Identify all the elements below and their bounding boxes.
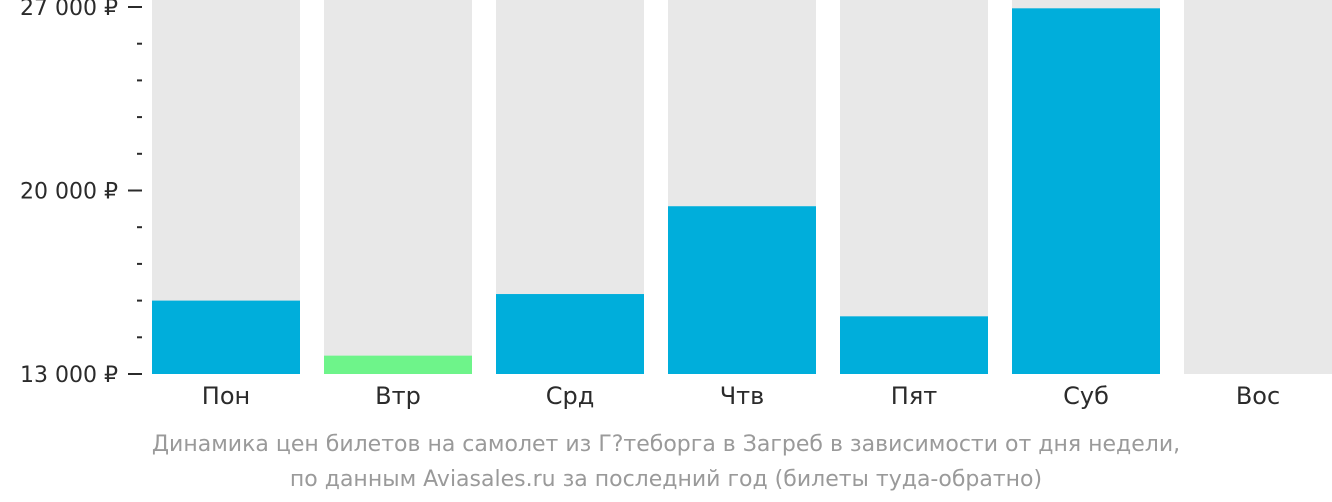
x-tick-label: Срд <box>546 382 595 410</box>
bar-0 <box>152 300 300 374</box>
x-tick-label: Втр <box>375 382 421 410</box>
x-tick-label: Суб <box>1063 382 1109 410</box>
x-tick-label: Пон <box>202 382 250 410</box>
background-column-4 <box>840 0 988 374</box>
background-column-6 <box>1184 0 1332 374</box>
bar-2 <box>496 294 644 374</box>
y-axis: 27 000 ₽ 20 000 ₽ 13 000 ₽ <box>20 0 142 388</box>
x-axis: Пон Втр Срд Чтв Пят Суб Вос <box>202 382 1280 410</box>
chart-caption-line-1: Динамика цен билетов на самолет из Г?теб… <box>151 432 1181 457</box>
y-tick-label: 20 000 ₽ <box>20 180 118 205</box>
bar-4 <box>840 316 988 374</box>
x-tick-label: Пят <box>891 382 937 410</box>
chart-caption-line-2: по данным Aviasales.ru за последний год … <box>289 467 1043 492</box>
x-tick-label: Чтв <box>720 382 765 410</box>
background-column-1 <box>324 0 472 374</box>
x-tick-label: Вос <box>1236 382 1280 410</box>
bar-1 <box>324 355 472 374</box>
bars <box>152 8 1160 375</box>
y-tick-label: 27 000 ₽ <box>20 0 118 21</box>
y-tick-label: 13 000 ₽ <box>20 363 118 388</box>
bar-3 <box>668 206 816 374</box>
bar-5 <box>1012 8 1160 375</box>
